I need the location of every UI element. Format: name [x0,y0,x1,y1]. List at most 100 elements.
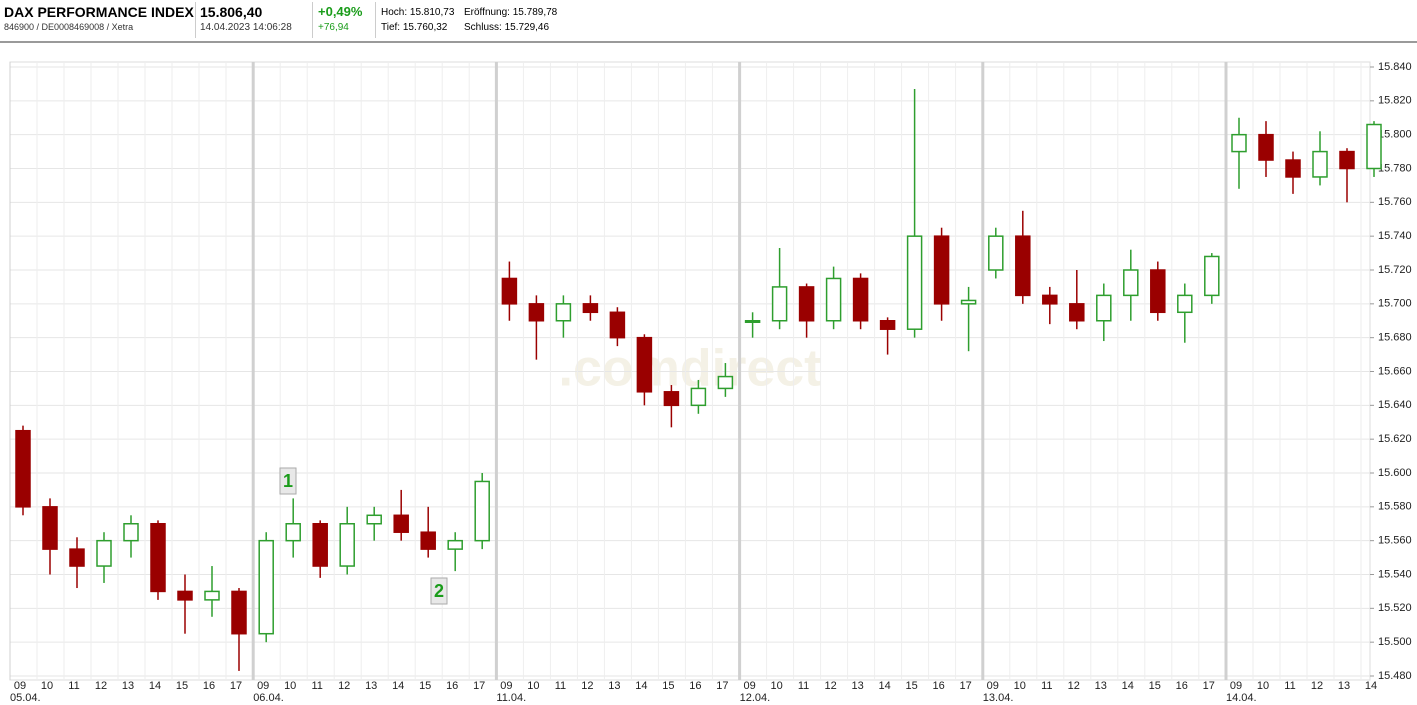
x-tick-label: 11 [555,680,566,692]
candle-body [69,548,85,567]
x-tick-label: 14 [635,680,647,692]
y-tick-label: 15.680 [1378,332,1412,344]
candle-body [798,286,815,322]
x-tick-label: 12 [581,680,593,692]
x-tick-label: 12 [1311,680,1323,692]
x-tick-label: 14 [392,680,404,692]
low: Tief: 15.760,32 [381,22,448,33]
quote-header: DAX PERFORMANCE INDEX 846900 / DE0008469… [0,0,1417,43]
y-tick-label: 15.820 [1378,95,1412,107]
candle-body [744,320,761,323]
x-tick-label: 11 [798,680,809,692]
candle-body [420,531,436,550]
instrument-ids: 846900 / DE0008469008 / Xetra [4,22,134,32]
candle-body [366,514,382,525]
candle-body [1015,235,1031,297]
price: 15.806,40 [200,4,263,20]
y-tick-label: 15.620 [1378,433,1412,445]
y-tick-label: 15.780 [1378,162,1412,174]
candle-body [771,286,788,322]
x-tick-label: 10 [527,680,539,692]
day-label: 11.04. [496,692,526,704]
x-tick-label: 13 [122,680,134,692]
candle-body [555,303,572,322]
x-tick-label: 12 [1068,680,1080,692]
annotation-box [430,577,448,605]
candle-body [204,590,220,601]
day-label: 14.04. [1226,692,1257,704]
y-tick-label: 15.760 [1378,196,1412,208]
x-tick-label: 14 [1365,680,1377,692]
watermark: .comdirect [559,340,822,398]
candle-body [717,375,734,390]
candle-body [1042,294,1058,305]
separator [375,2,376,38]
annotation: 1 [283,471,293,491]
x-tick-label: 12 [824,680,836,692]
x-tick-label: 12 [95,680,107,692]
candle-body [1177,294,1193,314]
x-tick-label: 14 [878,680,890,692]
x-tick-label: 11 [1284,680,1295,692]
x-tick-label: 16 [203,680,215,692]
candle-body [663,391,680,407]
x-tick-label: 15 [662,680,674,692]
x-tick-label: 17 [473,680,485,692]
candle-body [393,514,409,533]
candle-body [42,506,58,550]
candle-body [231,590,247,635]
y-tick-label: 15.660 [1378,365,1412,377]
y-tick-label: 15.560 [1378,535,1412,547]
day-label: 05.04. [10,692,41,704]
candle-body [285,523,301,542]
candle-body [1123,269,1139,297]
y-tick-label: 15.520 [1378,602,1412,614]
candle-body [636,336,653,393]
x-tick-label: 10 [1257,680,1269,692]
candle-body [933,235,950,305]
candle-body [447,539,463,550]
x-tick-label: 13 [608,680,620,692]
candle-body [312,523,328,567]
candle-body [1150,269,1166,314]
x-tick-label: 15 [419,680,431,692]
x-tick-label: 16 [689,680,701,692]
y-tick-label: 15.480 [1378,670,1412,682]
x-tick-label: 13 [1338,680,1350,692]
x-tick-label: 09 [14,680,26,692]
y-tick-label: 15.540 [1378,568,1412,580]
candle-body [96,539,112,567]
candle-body [879,320,896,330]
candle-body [1258,133,1274,161]
x-tick-label: 10 [770,680,782,692]
x-tick-label: 09 [257,680,269,692]
high: Hoch: 15.810,73 [381,7,455,18]
x-tick-label: 12 [338,680,350,692]
candle-body [690,387,707,407]
day-label: 12.04. [740,692,771,704]
change-pct: +0,49% [318,4,363,19]
instrument-name: DAX PERFORMANCE INDEX [4,4,194,20]
y-tick-label: 15.580 [1378,501,1412,513]
change-abs: +76,94 [318,22,349,33]
x-tick-label: 16 [1176,680,1188,692]
day-label: 06.04. [253,692,284,704]
x-tick-label: 10 [284,680,296,692]
candle-body [339,523,355,567]
candle-body [1096,294,1112,322]
open: Eröffnung: 15.789,78 [464,7,558,18]
x-tick-label: 09 [500,680,512,692]
candle-body [1312,150,1328,178]
candle-body [852,277,869,322]
candle-body [1285,159,1301,178]
day-label: 13.04. [983,692,1014,704]
timestamp: 14.04.2023 14:06:28 [200,22,292,33]
candle-body [1366,123,1382,170]
candle-body [474,480,490,542]
candle-body [906,235,923,330]
x-tick-label: 15 [905,680,917,692]
candle-body [582,303,599,314]
x-tick-label: 17 [716,680,728,692]
